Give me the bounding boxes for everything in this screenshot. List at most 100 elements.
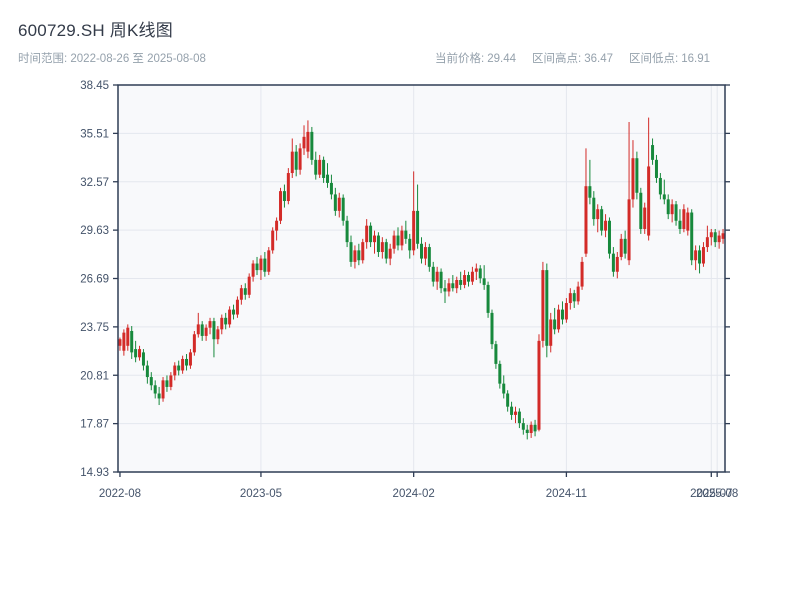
candle-body <box>188 352 192 366</box>
candle-body <box>615 256 619 272</box>
candle-body <box>588 186 592 198</box>
candle-body <box>486 284 490 313</box>
candle-body <box>694 250 698 261</box>
candle-body <box>658 177 662 195</box>
candle-body <box>572 293 576 302</box>
y-axis-label: 20.81 <box>80 370 109 382</box>
candle-body <box>670 204 674 215</box>
candle-body <box>701 247 705 264</box>
y-axis-label: 26.69 <box>80 274 109 286</box>
candle-body <box>686 212 690 231</box>
candle-body <box>474 268 478 272</box>
candle-body <box>157 393 161 399</box>
candle-body <box>255 263 259 271</box>
candle-body <box>318 159 322 175</box>
candle-body <box>553 319 557 330</box>
candle-body <box>607 220 611 254</box>
candle-body <box>369 225 373 243</box>
candle-body <box>506 393 510 407</box>
candle-body <box>267 250 271 272</box>
candle-body <box>216 329 220 340</box>
candle-body <box>345 220 349 243</box>
candle-body <box>666 199 670 215</box>
y-axis-label: 35.51 <box>80 128 109 140</box>
candle-body <box>427 247 431 267</box>
candle-body <box>279 191 283 221</box>
candle-body <box>490 312 494 345</box>
candle-body <box>396 235 400 246</box>
candle-body <box>185 358 189 366</box>
candle-body <box>678 220 682 229</box>
chart-subheader: 时间范围: 2022-08-26 至 2025-08-08 当前价格: 29.44… <box>18 50 710 66</box>
candle-body <box>513 411 517 415</box>
candle-body <box>639 192 643 229</box>
candle-body <box>212 321 216 340</box>
candle-body <box>310 131 314 160</box>
candle-body <box>529 424 533 434</box>
candle-body <box>224 317 228 325</box>
x-axis-label: 2025-08 <box>696 488 738 500</box>
candle-body <box>290 151 294 174</box>
candle-body <box>443 288 447 292</box>
candle-body <box>635 158 639 193</box>
candle-body <box>717 235 721 243</box>
candle-body <box>643 207 647 229</box>
candle-body <box>568 293 572 304</box>
candle-body <box>455 279 459 289</box>
candle-body <box>459 279 463 285</box>
candle-body <box>435 271 439 282</box>
candle-body <box>682 209 686 229</box>
candle-body <box>439 271 443 289</box>
candle-body <box>557 309 561 330</box>
candle-body <box>631 158 635 200</box>
candle-body <box>619 238 623 257</box>
candle-body <box>165 380 169 387</box>
candle-body <box>447 283 451 292</box>
candle-body <box>494 344 498 364</box>
candle-body <box>200 324 204 336</box>
candle-body <box>329 182 333 195</box>
candle-body <box>243 288 247 295</box>
candle-body <box>130 330 134 353</box>
x-axis-label: 2022-08 <box>99 488 141 500</box>
price-stats: 当前价格: 29.44 区间高点: 36.47 区间低点: 16.91 <box>435 50 710 66</box>
candle-body <box>674 204 678 221</box>
candle-body <box>126 327 130 346</box>
candle-body <box>141 352 145 366</box>
candle-body <box>118 339 122 346</box>
x-axis-label: 2025-07 <box>690 488 732 500</box>
candle-body <box>498 363 502 384</box>
candle-body <box>373 235 377 243</box>
candle-body <box>337 197 341 211</box>
y-axis-label: 29.63 <box>80 225 109 237</box>
candle-body <box>138 349 142 358</box>
candle-body <box>122 332 126 351</box>
candle-body <box>420 243 423 259</box>
candle-body <box>510 406 514 415</box>
y-axis-label: 14.93 <box>80 467 109 479</box>
candle-body <box>690 212 694 261</box>
y-axis-label: 38.45 <box>80 80 109 92</box>
candle-body <box>384 242 388 259</box>
y-axis-label: 23.75 <box>80 322 109 334</box>
candle-body <box>662 194 666 200</box>
candle-body <box>220 317 224 330</box>
candle-body <box>698 250 702 264</box>
x-axis-label: 2024-02 <box>393 488 435 500</box>
candle-body <box>251 263 255 277</box>
candle-body <box>247 276 251 295</box>
candle-body <box>651 145 655 160</box>
candle-body <box>416 210 420 244</box>
candle-body <box>286 173 290 202</box>
candle-body <box>400 230 404 246</box>
candle-body <box>149 377 153 386</box>
candle-body <box>580 261 584 287</box>
candle-body <box>134 349 138 358</box>
candle-body <box>423 247 427 259</box>
candle-body <box>478 268 482 279</box>
candle-body <box>392 235 396 249</box>
candle-body <box>232 309 236 315</box>
candle-body <box>470 271 474 282</box>
candle-body <box>482 278 486 285</box>
